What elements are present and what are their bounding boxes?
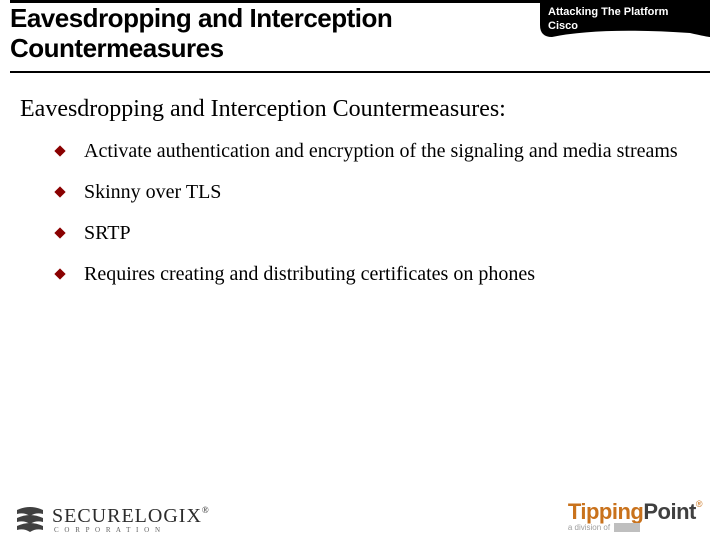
diamond-bullet-icon <box>54 227 66 239</box>
tippingpoint-logo: TippingPoint® a division of <box>568 499 702 532</box>
header-tag-line1: Attacking The Platform <box>548 6 668 18</box>
header-tag-line2: Cisco <box>548 20 578 32</box>
list-item: SRTP <box>84 221 700 246</box>
bullet-text: Requires creating and distributing certi… <box>84 263 535 285</box>
body: Eavesdropping and Interception Counterme… <box>20 90 700 303</box>
diamond-bullet-icon <box>54 145 66 157</box>
header-underline <box>10 71 710 73</box>
header-tag-text: Attacking The Platform Cisco <box>548 6 668 34</box>
header-tag: Attacking The Platform Cisco <box>540 3 710 37</box>
bullet-list: Activate authentication and encryption o… <box>52 139 700 287</box>
bullet-text: Skinny over TLS <box>84 181 221 203</box>
securelogix-corp: C O R P O R A T I O N <box>54 526 210 534</box>
subheading: Eavesdropping and Interception Counterme… <box>20 96 700 123</box>
header: Eavesdropping and Interception Counterme… <box>0 0 720 74</box>
bullet-text: Activate authentication and encryption o… <box>84 140 678 162</box>
tippingpoint-wordmark: TippingPoint® <box>568 499 702 525</box>
slide: Eavesdropping and Interception Counterme… <box>0 0 720 540</box>
list-item: Skinny over TLS <box>84 180 700 205</box>
bullet-text: SRTP <box>84 222 131 244</box>
list-item: Requires creating and distributing certi… <box>84 262 700 287</box>
footer: SECURELOGIX® C O R P O R A T I O N Tippi… <box>0 490 720 540</box>
securelogix-logo: SECURELOGIX® C O R P O R A T I O N <box>14 505 210 534</box>
diamond-bullet-icon <box>54 268 66 280</box>
diamond-bullet-icon <box>54 186 66 198</box>
securelogix-wordmark: SECURELOGIX® <box>52 505 210 527</box>
slide-title: Eavesdropping and Interception Counterme… <box>10 4 430 64</box>
list-item: Activate authentication and encryption o… <box>84 139 700 164</box>
securelogix-mark-icon <box>14 506 46 534</box>
